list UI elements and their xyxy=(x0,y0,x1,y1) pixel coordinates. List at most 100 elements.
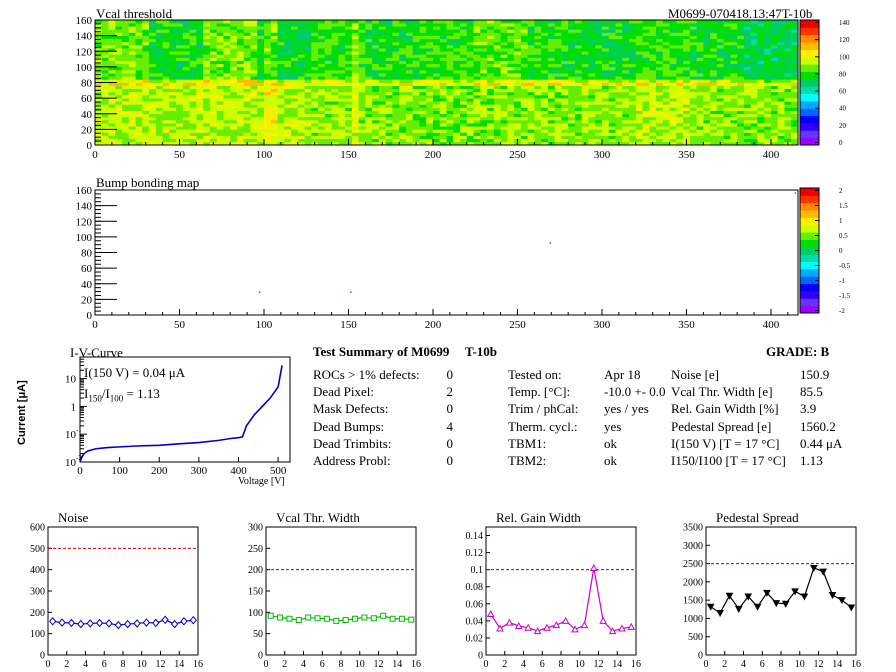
map1-cell xyxy=(466,29,474,33)
map1-cell xyxy=(419,76,427,80)
map1-cell xyxy=(770,29,779,33)
map1-cell xyxy=(500,126,508,130)
map1-cell xyxy=(162,26,170,30)
map1-cell xyxy=(263,32,272,36)
map1-cell xyxy=(676,104,684,108)
noise-point xyxy=(124,619,132,629)
pedestal-xtick-label: 8 xyxy=(779,659,784,670)
map1-cell xyxy=(534,98,542,102)
map1-cell xyxy=(541,38,549,43)
map1-cell xyxy=(480,26,488,30)
map1-cell xyxy=(378,113,386,118)
map1-cell xyxy=(135,135,143,140)
map1-cell xyxy=(385,120,393,124)
map1-cell xyxy=(723,132,731,136)
map1-cell xyxy=(101,126,109,130)
map1-cell xyxy=(514,88,522,93)
map1-cell xyxy=(318,120,326,124)
iv-curve xyxy=(79,365,283,463)
map1-cell xyxy=(412,73,420,77)
map1-cell xyxy=(108,41,116,46)
map1-cell xyxy=(595,23,603,27)
map1-cell xyxy=(115,110,123,115)
map1-cell xyxy=(568,35,576,40)
map1-cell xyxy=(385,88,393,93)
map1-cell xyxy=(257,51,265,55)
map1-cell xyxy=(493,104,501,108)
map1-cell xyxy=(669,76,677,80)
map1-cell xyxy=(669,98,677,102)
map1-cell xyxy=(358,116,366,121)
map1-cell xyxy=(291,98,299,102)
map1-cell xyxy=(392,66,400,71)
map1-cell xyxy=(419,138,427,143)
gain-width-point xyxy=(580,621,589,629)
map1-cell xyxy=(203,88,211,93)
map1-cell xyxy=(703,104,711,108)
map1-cell xyxy=(358,70,366,74)
map1-cell xyxy=(541,110,549,115)
map1-cell xyxy=(365,41,373,46)
map1-cell xyxy=(683,101,691,105)
map1-cell xyxy=(588,54,596,58)
map1-cell xyxy=(135,113,143,118)
map1-cell xyxy=(750,45,758,49)
map1-cell xyxy=(791,101,799,105)
map1-cell xyxy=(554,135,562,140)
map1-cell xyxy=(297,79,305,83)
map1-cell xyxy=(270,38,278,43)
map1-cell xyxy=(642,116,650,121)
summary-title: Test Summary of M0699 xyxy=(313,344,450,359)
map1-cell xyxy=(216,123,224,127)
map1-cell xyxy=(716,98,724,102)
map1-cell xyxy=(649,126,657,130)
map1-cell xyxy=(263,129,272,133)
map1-cell xyxy=(520,91,528,96)
map1-cell xyxy=(656,132,664,136)
map1-cell xyxy=(642,85,650,90)
map1-cell xyxy=(257,95,265,99)
map1-cell xyxy=(412,51,420,55)
map1-cell xyxy=(338,35,346,40)
map1-cell xyxy=(716,123,724,127)
map1-cell xyxy=(297,129,305,133)
map1-cell xyxy=(250,95,258,99)
map1-cell xyxy=(122,45,130,49)
map1-cell xyxy=(696,132,704,136)
map1-cell xyxy=(338,113,346,118)
map1-cell xyxy=(331,91,339,96)
map1-cell xyxy=(487,95,495,99)
map1-colorbar-label: 60 xyxy=(839,88,847,96)
map1-cell xyxy=(784,23,792,27)
map1-cell xyxy=(351,45,359,49)
map1-cell xyxy=(507,116,515,121)
map1-cell xyxy=(351,48,359,52)
summary-middle-label: Tested on: xyxy=(508,367,562,382)
iv-xtick-label: 300 xyxy=(191,465,208,477)
map1-cell xyxy=(392,107,400,111)
map1-cell xyxy=(223,91,231,96)
map1-cell xyxy=(331,88,339,93)
map1-cell xyxy=(689,129,697,133)
map1-cell xyxy=(750,107,758,111)
map1-cell xyxy=(223,138,231,143)
map1-cell xyxy=(750,116,758,121)
pedestal-frame xyxy=(705,526,857,656)
map1-ytick-label: 20 xyxy=(81,124,93,136)
map1-cell xyxy=(351,88,359,93)
map1-cell xyxy=(338,48,346,52)
map1-cell xyxy=(351,79,359,83)
map1-cell xyxy=(182,85,190,90)
map1-cell xyxy=(351,60,359,65)
map1-cell xyxy=(338,45,346,49)
map1-cell xyxy=(135,70,143,74)
map1-cell xyxy=(737,126,745,130)
map1-cell xyxy=(209,107,217,111)
map1-cell xyxy=(426,98,434,102)
map1-cell xyxy=(473,82,481,86)
map1-cell xyxy=(399,32,407,36)
map1-cell xyxy=(392,88,400,93)
map1-cell xyxy=(128,20,136,24)
map1-cell xyxy=(453,123,461,127)
map1-cell xyxy=(135,110,143,115)
